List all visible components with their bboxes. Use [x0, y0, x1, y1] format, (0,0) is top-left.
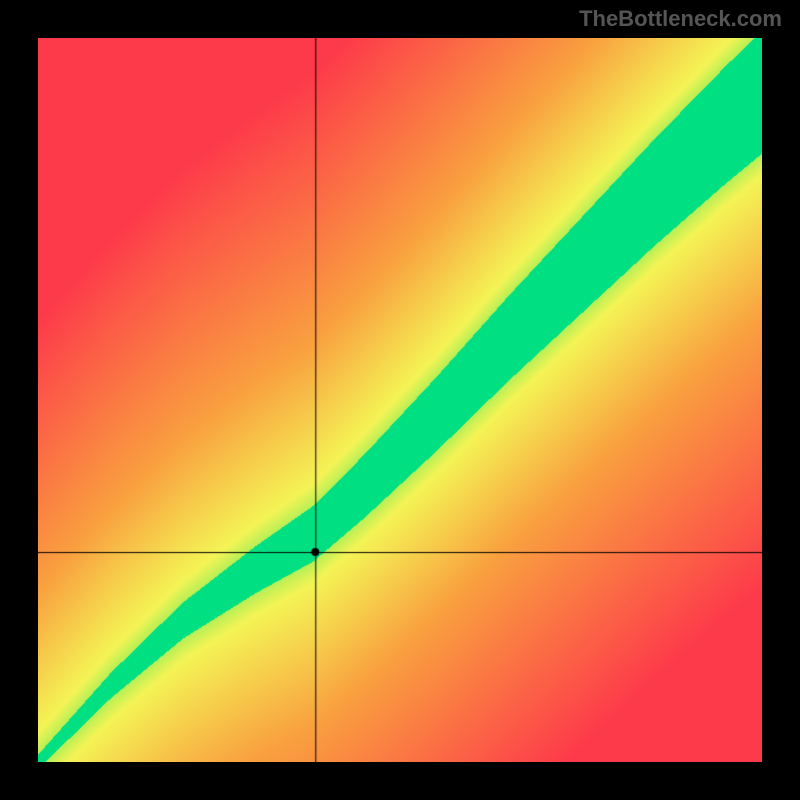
chart-outer-frame — [0, 0, 800, 800]
watermark-text: TheBottleneck.com — [579, 6, 782, 32]
crosshair-overlay — [38, 38, 762, 762]
